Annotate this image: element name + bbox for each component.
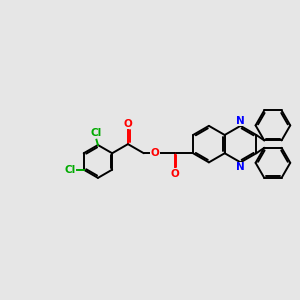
- Text: Cl: Cl: [64, 165, 76, 175]
- Text: Cl: Cl: [91, 128, 102, 138]
- Text: N: N: [236, 116, 245, 126]
- Text: O: O: [124, 118, 132, 129]
- Text: O: O: [151, 148, 159, 158]
- Text: N: N: [236, 162, 245, 172]
- Text: O: O: [170, 169, 179, 179]
